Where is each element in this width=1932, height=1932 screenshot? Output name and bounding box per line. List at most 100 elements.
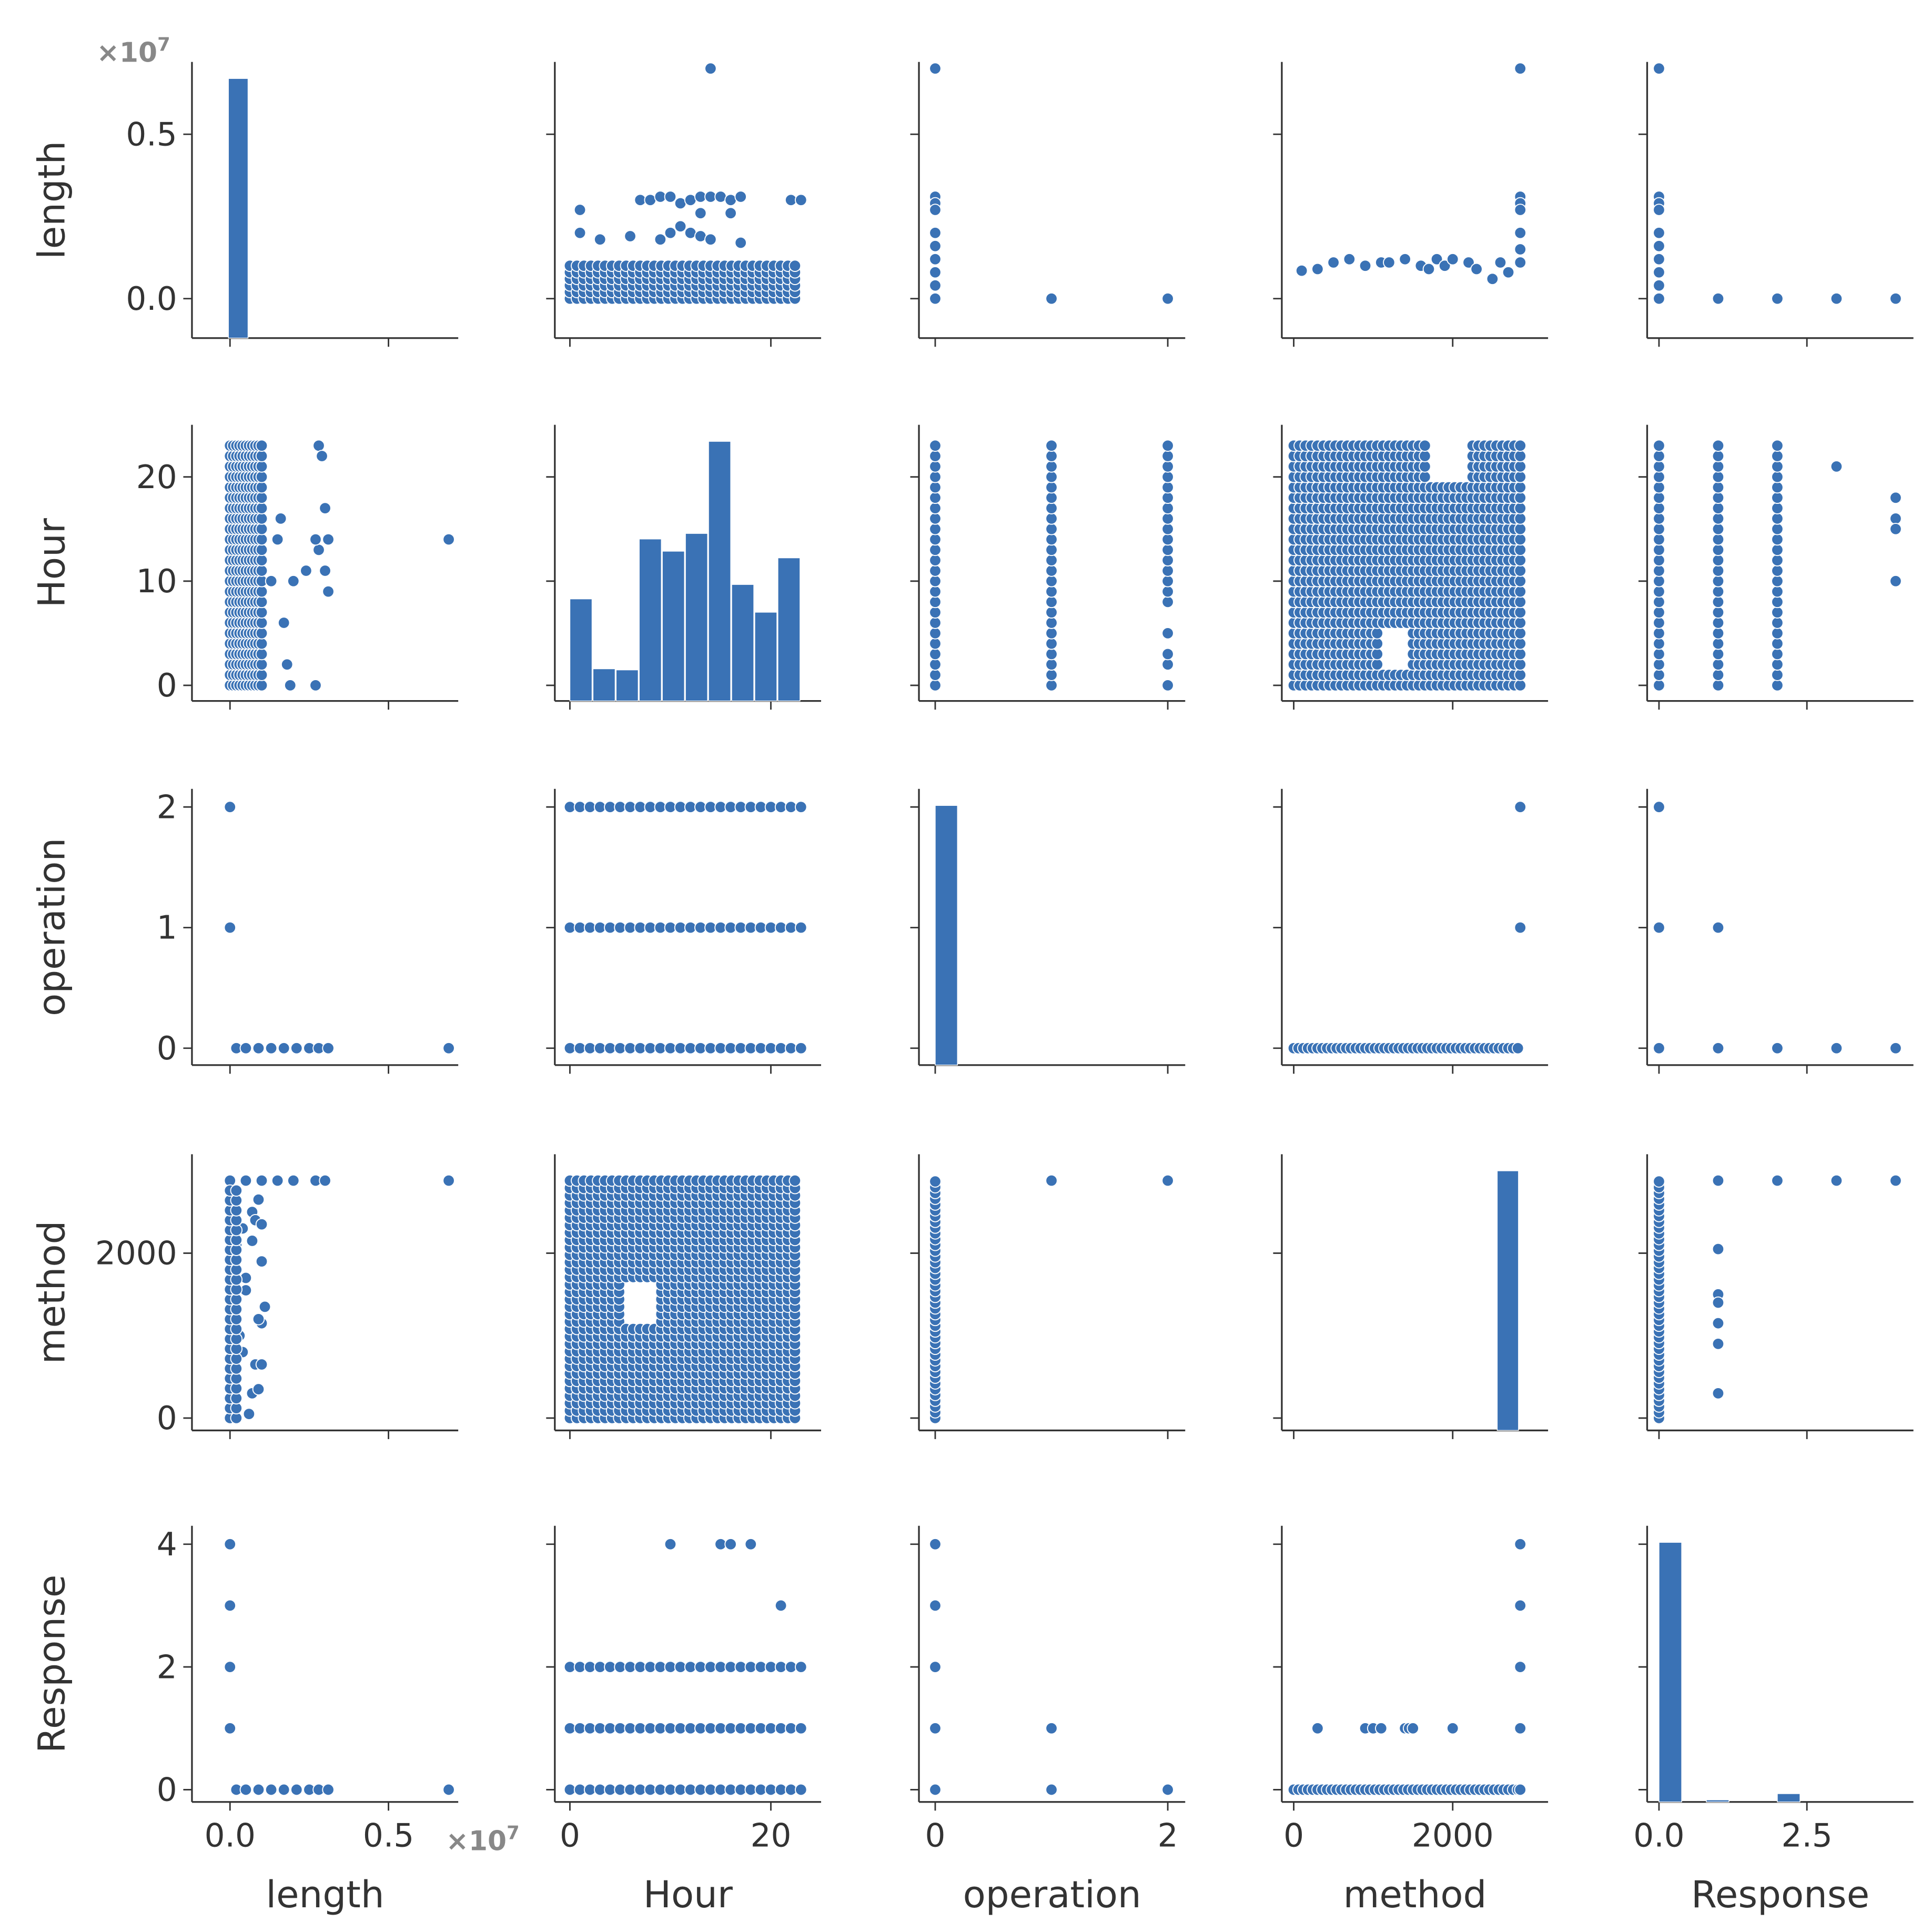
scatter-point-hour-vs-operation <box>1045 658 1058 671</box>
scatter-point-hour-vs-method <box>1514 439 1526 452</box>
scatter-point-length-vs-response <box>1653 279 1665 292</box>
scatter-point-hour-vs-length <box>255 512 268 525</box>
scatter-point-response-vs-operation <box>1045 1722 1058 1735</box>
scatter-point-hour-vs-operation <box>1161 470 1174 483</box>
scatter-point-hour-vs-response <box>1653 606 1665 619</box>
scatter-point-hour-vs-length <box>255 627 268 640</box>
histogram-bar-hour <box>754 612 777 702</box>
scatter-point-hour-vs-operation <box>929 543 942 557</box>
scatter-point-hour-vs-response <box>1771 522 1784 535</box>
scatter-point-operation-vs-length <box>224 801 237 813</box>
scatter-point-response-vs-operation <box>929 1537 942 1551</box>
scatter-point-hour-vs-length <box>284 679 297 692</box>
scatter-point-hour-vs-response <box>1771 637 1784 650</box>
scatter-point-hour-vs-operation <box>1161 512 1174 525</box>
scatter-point-hour-vs-response <box>1653 450 1665 462</box>
scatter-point-hour-vs-response <box>1771 679 1784 692</box>
scatter-point-operation-vs-response <box>1771 1041 1784 1055</box>
scatter-point-hour-vs-response <box>1712 481 1725 494</box>
scatter-point-hour-vs-response <box>1771 512 1784 525</box>
scatter-point-hour-vs-response <box>1771 470 1784 483</box>
scatter-point-length-vs-method <box>1514 226 1526 239</box>
scatter-point-response-vs-length <box>277 1783 290 1796</box>
scatter-point-hour-vs-length <box>312 439 325 452</box>
x-tick-label: 0 <box>925 1817 946 1855</box>
scatter-point-operation-vs-hour <box>795 1041 807 1055</box>
scatter-point-hour-vs-operation <box>1045 554 1058 567</box>
scatter-point-response-vs-method <box>1514 1537 1526 1551</box>
scatter-point-length-vs-hour <box>664 226 677 239</box>
scatter-point-hour-vs-operation <box>1161 502 1174 514</box>
scatter-point-hour-vs-operation <box>929 522 942 535</box>
scatter-point-hour-vs-response <box>1712 648 1725 661</box>
x-tick-label: 20 <box>751 1817 792 1855</box>
scatter-point-method-vs-response <box>1712 1338 1725 1350</box>
scatter-point-method-vs-length <box>255 1218 268 1231</box>
scatter-point-length-vs-method <box>1514 204 1526 216</box>
scatter-point-hour-vs-operation <box>1045 648 1058 661</box>
scatter-point-hour-vs-length <box>287 575 300 588</box>
scatter-point-hour-vs-operation <box>1161 491 1174 504</box>
x-tick-label: 2 <box>1158 1817 1178 1855</box>
scatter-point-hour-vs-operation <box>1045 669 1058 681</box>
scatter-point-length-vs-method <box>1502 266 1515 279</box>
scatter-point-hour-vs-response <box>1712 575 1725 588</box>
scatter-point-length-vs-method <box>1447 252 1459 266</box>
scatter-point-hour-vs-response <box>1653 648 1665 661</box>
scatter-point-method-vs-response <box>1712 1296 1725 1309</box>
scatter-point-length-vs-method <box>1514 243 1526 256</box>
scatter-point-length-vs-response <box>1830 292 1843 305</box>
scatter-point-hour-vs-response <box>1889 491 1902 504</box>
scatter-point-hour-vs-length <box>255 669 268 681</box>
scatter-point-operation-vs-length <box>265 1041 278 1055</box>
scatter-point-operation-vs-response <box>1889 1041 1902 1055</box>
scatter-point-hour-vs-operation <box>1045 502 1058 514</box>
scatter-point-hour-vs-operation <box>1045 460 1058 473</box>
scatter-point-hour-vs-response <box>1771 554 1784 567</box>
scatter-point-hour-vs-length <box>255 648 268 661</box>
y-tick-label: 0.5 <box>126 116 177 153</box>
scatter-point-hour-vs-response <box>1712 554 1725 567</box>
scatter-point-hour-vs-length <box>255 491 268 504</box>
scatter-point-length-vs-method <box>1311 262 1324 276</box>
scatter-point-method-vs-operation <box>1045 1174 1058 1187</box>
scatter-point-hour-vs-method <box>1419 450 1431 462</box>
scatter-point-operation-vs-length <box>442 1041 455 1055</box>
scatter-point-hour-vs-method <box>1514 595 1526 609</box>
scatter-point-hour-vs-response <box>1653 627 1665 640</box>
scatter-point-hour-vs-length <box>319 502 331 514</box>
scatter-point-hour-vs-operation <box>1045 533 1058 546</box>
scatter-point-hour-vs-response <box>1653 595 1665 609</box>
histogram-bar-response <box>1777 1793 1800 1803</box>
scatter-point-method-vs-length <box>252 1313 265 1326</box>
scatter-point-hour-vs-response <box>1889 522 1902 535</box>
scatter-point-hour-vs-length <box>280 658 294 671</box>
scatter-point-response-vs-length <box>290 1783 303 1796</box>
scatter-point-method-vs-response <box>1712 1317 1725 1330</box>
scatter-point-hour-vs-response <box>1712 450 1725 462</box>
scatter-point-hour-vs-method <box>1419 439 1431 452</box>
scatter-point-length-vs-method <box>1359 259 1372 272</box>
scatter-point-hour-vs-operation <box>1045 679 1058 692</box>
scatter-point-hour-vs-operation <box>1161 481 1174 494</box>
scatter-point-response-vs-length <box>252 1783 265 1796</box>
scatter-point-length-vs-operation <box>929 266 942 279</box>
scatter-point-hour-vs-response <box>1771 585 1784 598</box>
scatter-point-response-vs-length <box>224 1599 237 1612</box>
scatter-point-hour-vs-response <box>1653 470 1665 483</box>
scatter-point-operation-vs-length <box>290 1041 303 1055</box>
scatter-point-hour-vs-response <box>1653 460 1665 473</box>
scatter-point-method-vs-response <box>1771 1174 1784 1187</box>
scatter-point-hour-vs-response <box>1712 470 1725 483</box>
histogram-bar-length <box>228 78 249 339</box>
scatter-point-hour-vs-response <box>1712 533 1725 546</box>
scatter-point-hour-vs-operation <box>929 669 942 681</box>
scatter-point-operation-vs-response <box>1653 801 1665 813</box>
scatter-point-hour-vs-method <box>1514 658 1526 671</box>
scatter-point-hour-vs-method <box>1514 512 1526 525</box>
scatter-point-hour-vs-length <box>255 533 268 546</box>
scatter-point-hour-vs-length <box>442 533 455 546</box>
scatter-point-length-vs-method <box>1295 264 1308 277</box>
scatter-point-hour-vs-operation <box>929 470 942 483</box>
x-tick-label: 0.0 <box>205 1817 256 1855</box>
